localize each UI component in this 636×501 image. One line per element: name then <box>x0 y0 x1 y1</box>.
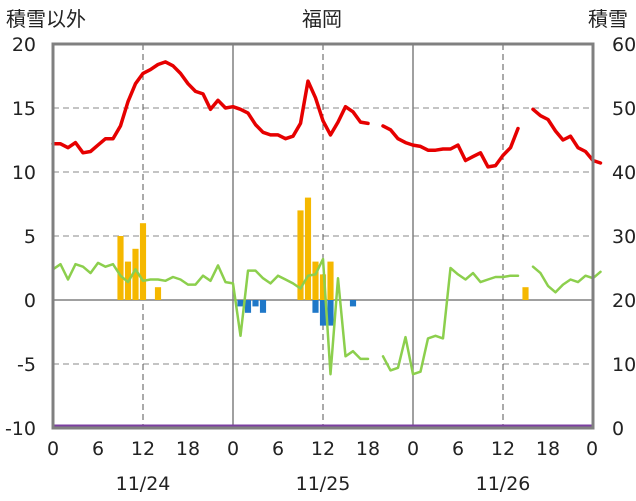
precip-bar <box>522 287 529 300</box>
x-tick: 0 <box>586 438 598 460</box>
y-left-tick: -10 <box>5 418 36 440</box>
x-tick: 12 <box>131 438 155 460</box>
y-right-tick: 50 <box>612 98 636 120</box>
y-left-tick: -5 <box>17 354 36 376</box>
y-right-tick: 30 <box>612 226 636 248</box>
y-right-tick: 60 <box>612 34 636 56</box>
date-label: 11/26 <box>476 473 531 495</box>
negative-bar <box>327 300 334 326</box>
x-tick: 12 <box>311 438 335 460</box>
x-tick: 6 <box>92 438 104 460</box>
x-tick: 18 <box>356 438 380 460</box>
precip-bar <box>139 223 147 300</box>
negative-bar <box>244 300 252 313</box>
precip-bar <box>297 210 304 300</box>
negative-bar <box>259 300 267 313</box>
red-series-line <box>51 60 603 169</box>
x-tick: 6 <box>272 438 284 460</box>
negative-bar <box>237 300 244 307</box>
precip-bar <box>304 197 312 300</box>
right-axis-label: 積雪 <box>588 7 628 31</box>
green-series-line <box>51 257 602 376</box>
y-right-tick: 40 <box>612 162 636 184</box>
x-tick: 18 <box>536 438 560 460</box>
negative-bar <box>349 300 357 307</box>
precip-bar <box>319 274 327 300</box>
precip-bar <box>117 236 124 300</box>
x-tick: 0 <box>407 438 419 460</box>
plot-frame <box>51 42 595 430</box>
date-label: 11/24 <box>116 473 171 495</box>
x-tick: 12 <box>491 438 515 460</box>
y-left-tick: 15 <box>12 98 36 120</box>
chart-title: 福岡 <box>302 7 342 31</box>
x-tick: 0 <box>227 438 239 460</box>
precip-bar <box>312 261 319 300</box>
date-label: 11/25 <box>296 473 351 495</box>
y-right-tick: 0 <box>612 418 624 440</box>
y-left-tick: 20 <box>12 34 36 56</box>
left-axis-label: 積雪以外 <box>6 7 86 31</box>
y-left-tick: 0 <box>24 290 36 312</box>
x-tick: 18 <box>176 438 200 460</box>
x-tick: 0 <box>47 438 59 460</box>
precip-bar <box>154 287 162 300</box>
negative-bar <box>319 300 327 326</box>
precip-bar <box>132 248 139 300</box>
x-tick: 6 <box>452 438 464 460</box>
negative-bar <box>312 300 319 313</box>
y-right-tick: 10 <box>612 354 636 376</box>
precip-bar <box>327 261 334 300</box>
y-left-tick: 10 <box>12 162 36 184</box>
lines <box>51 60 603 428</box>
y-left-tick: 5 <box>24 226 36 248</box>
y-right-tick: 20 <box>612 290 636 312</box>
negative-bar <box>252 300 259 307</box>
